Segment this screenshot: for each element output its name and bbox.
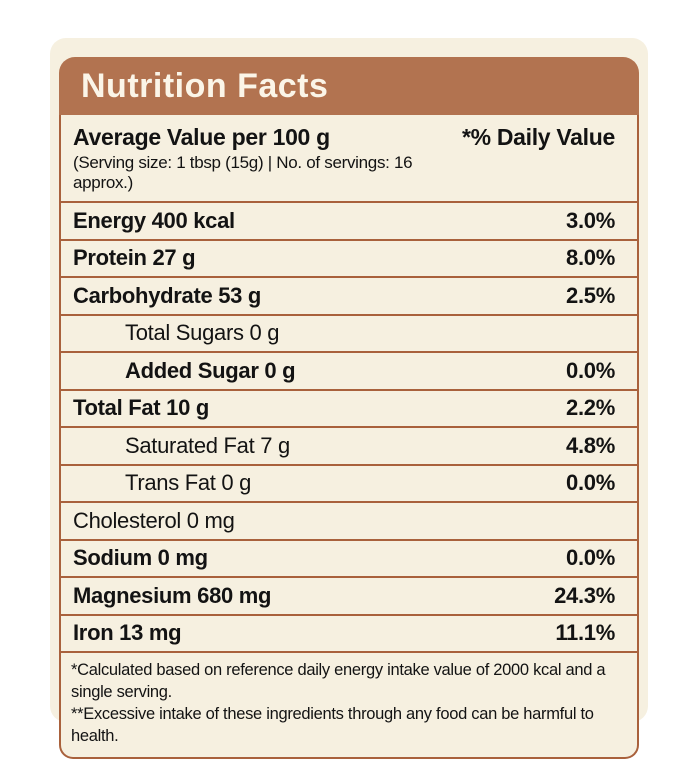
nutrient-label: Trans Fat 0 g bbox=[125, 470, 252, 496]
nutrient-label: Iron 13 mg bbox=[73, 620, 182, 646]
nutrient-label: Cholesterol 0 mg bbox=[73, 507, 235, 533]
footnote-excessive: **Excessive intake of these ingredients … bbox=[71, 704, 594, 745]
nutrition-table: Average Value per 100 g (Serving size: 1… bbox=[59, 115, 639, 759]
nutrient-label: Total Sugars 0 g bbox=[125, 320, 280, 346]
nutrient-daily-value: 2.2% bbox=[566, 395, 615, 421]
nutrient-daily-value: 24.3% bbox=[554, 582, 615, 608]
table-row: Sodium 0 mg 0.0% bbox=[61, 538, 637, 577]
nutrient-label: Protein 27 g bbox=[73, 245, 196, 271]
table-row: Total Fat 10 g 2.2% bbox=[61, 388, 637, 427]
nutrient-daily-value: 3.0% bbox=[566, 207, 615, 233]
table-row: Cholesterol 0 mg bbox=[61, 501, 637, 539]
nutrition-label-card: Nutrition Facts Average Value per 100 g … bbox=[50, 38, 648, 759]
table-row: Carbohydrate 53 g 2.5% bbox=[61, 276, 637, 314]
table-header-left: Average Value per 100 g (Serving size: 1… bbox=[73, 124, 462, 193]
serving-size-note: (Serving size: 1 tbsp (15g) | No. of ser… bbox=[73, 153, 413, 192]
nutrient-label: Added Sugar 0 g bbox=[125, 357, 296, 383]
table-row: Total Sugars 0 g bbox=[61, 313, 637, 352]
footnote-calculated: *Calculated based on reference daily ene… bbox=[71, 661, 606, 701]
nutrient-daily-value: 2.5% bbox=[566, 282, 615, 308]
nutrient-label: Total Fat 10 g bbox=[73, 395, 209, 421]
table-row: Added Sugar 0 g 0.0% bbox=[61, 351, 637, 389]
nutrient-label: Magnesium 680 mg bbox=[73, 582, 272, 608]
table-row: Protein 27 g 8.0% bbox=[61, 238, 637, 277]
nutrient-rows: Energy 400 kcal 3.0% Protein 27 g 8.0% C… bbox=[61, 201, 637, 651]
table-header-row: Average Value per 100 g (Serving size: 1… bbox=[61, 115, 637, 201]
nutrient-label: Sodium 0 mg bbox=[73, 545, 208, 571]
nutrient-daily-value: 4.8% bbox=[566, 432, 615, 458]
nutrient-daily-value: 0.0% bbox=[566, 545, 615, 571]
table-row: Saturated Fat 7 g 4.8% bbox=[61, 426, 637, 464]
nutrient-label: Carbohydrate 53 g bbox=[73, 282, 262, 308]
nutrient-label: Energy 400 kcal bbox=[73, 207, 235, 233]
nutrient-daily-value: 0.0% bbox=[566, 357, 615, 383]
table-row: Trans Fat 0 g 0.0% bbox=[61, 463, 637, 502]
daily-value-header: *% Daily Value bbox=[461, 124, 615, 150]
footnotes: *Calculated based on reference daily ene… bbox=[61, 651, 637, 757]
nutrient-daily-value: 11.1% bbox=[555, 620, 615, 646]
nutrient-daily-value: 8.0% bbox=[566, 245, 615, 271]
nutrient-label: Saturated Fat 7 g bbox=[125, 432, 290, 458]
nutrient-daily-value: 0.0% bbox=[566, 470, 615, 496]
average-value-header: Average Value per 100 g bbox=[73, 124, 330, 150]
table-row: Iron 13 mg 11.1% bbox=[61, 613, 637, 652]
table-row: Magnesium 680 mg 24.3% bbox=[61, 576, 637, 614]
table-row: Energy 400 kcal 3.0% bbox=[61, 201, 637, 239]
nutrition-facts-title: Nutrition Facts bbox=[59, 57, 639, 115]
